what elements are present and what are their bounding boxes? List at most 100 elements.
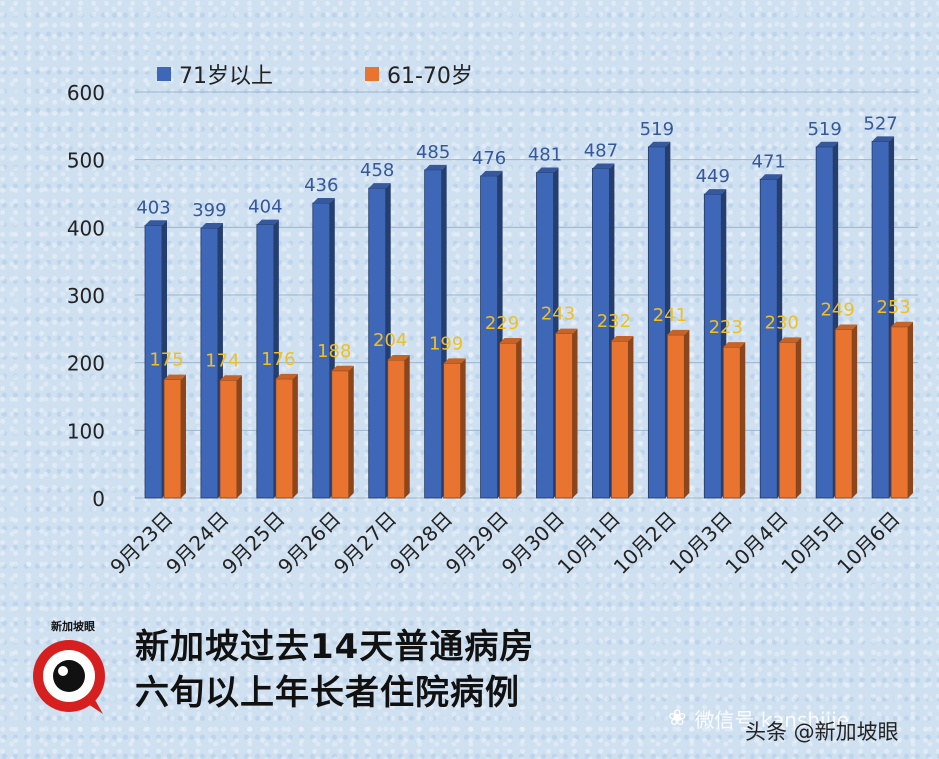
- bar-side: [740, 342, 746, 498]
- bar-top: [667, 329, 690, 335]
- data-label: 229: [485, 313, 519, 334]
- bar-blue: [871, 140, 890, 499]
- bar-top: [779, 337, 802, 343]
- data-label: 253: [876, 297, 910, 318]
- legend-item-61-70: 61-70岁: [365, 58, 473, 90]
- y-tick-label: 200: [67, 352, 105, 376]
- bar-top: [368, 183, 391, 189]
- bar-top: [891, 321, 914, 327]
- logo-text: 新加坡眼: [51, 620, 95, 633]
- bar-top: [331, 365, 354, 371]
- data-label: 471: [752, 151, 786, 172]
- footer-title: 新加坡过去14天普通病房 六旬以上年长者住院病例: [135, 624, 534, 716]
- bar-top: [592, 163, 615, 169]
- watermark-text: 微信号 kanshijie: [694, 708, 850, 732]
- bar-orange: [890, 326, 909, 499]
- bar-orange: [555, 333, 573, 499]
- data-label: 241: [653, 305, 687, 326]
- bar-chart: 01002003004005006004031759月23日3991749月24…: [67, 81, 918, 579]
- legend-item-71plus: 71岁以上: [157, 58, 273, 90]
- data-label: 449: [696, 166, 730, 187]
- bar-top: [443, 358, 466, 364]
- bar-top: [219, 375, 242, 381]
- data-label: 174: [205, 350, 239, 371]
- bar-orange: [387, 359, 406, 499]
- bar-top: [872, 136, 895, 142]
- y-tick-label: 100: [67, 419, 105, 443]
- bar-top: [555, 328, 578, 334]
- bar-top: [536, 167, 559, 173]
- data-label: 487: [584, 140, 618, 161]
- legend-label-71plus: 71岁以上: [179, 64, 273, 89]
- data-label: 223: [709, 317, 743, 338]
- bar-orange: [443, 362, 462, 499]
- data-label: 403: [136, 197, 170, 218]
- bar-orange: [163, 379, 182, 499]
- watermark: ❀ 微信号 kanshijie: [668, 704, 849, 733]
- bar-top: [164, 374, 186, 380]
- bar-top: [648, 141, 671, 147]
- footer-title-line-1: 新加坡过去14天普通病房: [135, 627, 535, 667]
- bar-orange: [331, 370, 350, 499]
- bar-side: [908, 321, 914, 498]
- legend-swatch-orange: [365, 67, 379, 81]
- bar-orange: [834, 329, 853, 499]
- data-label: 175: [149, 350, 183, 371]
- bar-side: [460, 358, 466, 498]
- bar-side: [516, 338, 522, 498]
- bar-side: [348, 365, 354, 498]
- bar-orange: [275, 378, 294, 499]
- bar-top: [704, 189, 727, 195]
- bar-side: [292, 373, 298, 498]
- y-tick-label: 0: [92, 487, 105, 511]
- data-label: 232: [597, 311, 631, 332]
- footer-title-line-2: 六旬以上年长者住院病例: [135, 673, 520, 713]
- bar-top: [723, 342, 746, 348]
- data-label: 176: [261, 349, 295, 370]
- bar-blue: [536, 172, 554, 499]
- wechat-icon: ❀: [668, 706, 687, 731]
- bar-blue: [815, 146, 834, 499]
- bar-side: [684, 329, 690, 498]
- data-label: 481: [528, 145, 562, 166]
- x-tick-label: 10月6日: [832, 507, 904, 579]
- bar-side: [236, 375, 242, 498]
- bar-blue: [759, 178, 778, 499]
- bar-top: [145, 220, 167, 226]
- bar-top: [760, 174, 783, 180]
- bar-blue: [592, 168, 610, 499]
- bar-top: [312, 197, 335, 203]
- data-label: 243: [541, 304, 575, 325]
- data-label: 519: [640, 119, 674, 140]
- bar-blue: [703, 193, 722, 499]
- data-label: 188: [317, 341, 351, 362]
- data-label: 199: [429, 333, 463, 354]
- bar-top: [275, 373, 298, 379]
- data-label: 485: [416, 142, 450, 163]
- data-label: 404: [248, 197, 282, 218]
- bar-orange: [722, 346, 741, 499]
- data-label: 436: [304, 175, 338, 196]
- bar-top: [835, 324, 858, 330]
- bar-top: [611, 336, 634, 342]
- data-label: 249: [820, 300, 854, 321]
- bar-top: [387, 354, 410, 360]
- bar-orange: [611, 340, 629, 499]
- bar-side: [796, 337, 802, 498]
- bar-blue: [480, 175, 498, 499]
- credit-text: 头条 @新加坡眼: [745, 720, 899, 744]
- data-label: 458: [360, 160, 394, 181]
- bar-side: [572, 328, 578, 498]
- data-label: 399: [192, 200, 226, 221]
- y-tick-label: 300: [67, 284, 105, 308]
- bar-top: [200, 223, 223, 229]
- bar-top: [480, 170, 503, 176]
- y-tick-label: 500: [67, 149, 105, 173]
- bar-orange: [219, 379, 238, 499]
- bar-orange: [778, 341, 797, 499]
- y-tick-label: 600: [67, 81, 105, 105]
- data-label: 476: [472, 148, 506, 169]
- logo-icon: [33, 640, 105, 714]
- data-label: 230: [765, 312, 799, 333]
- bar-top: [499, 338, 522, 344]
